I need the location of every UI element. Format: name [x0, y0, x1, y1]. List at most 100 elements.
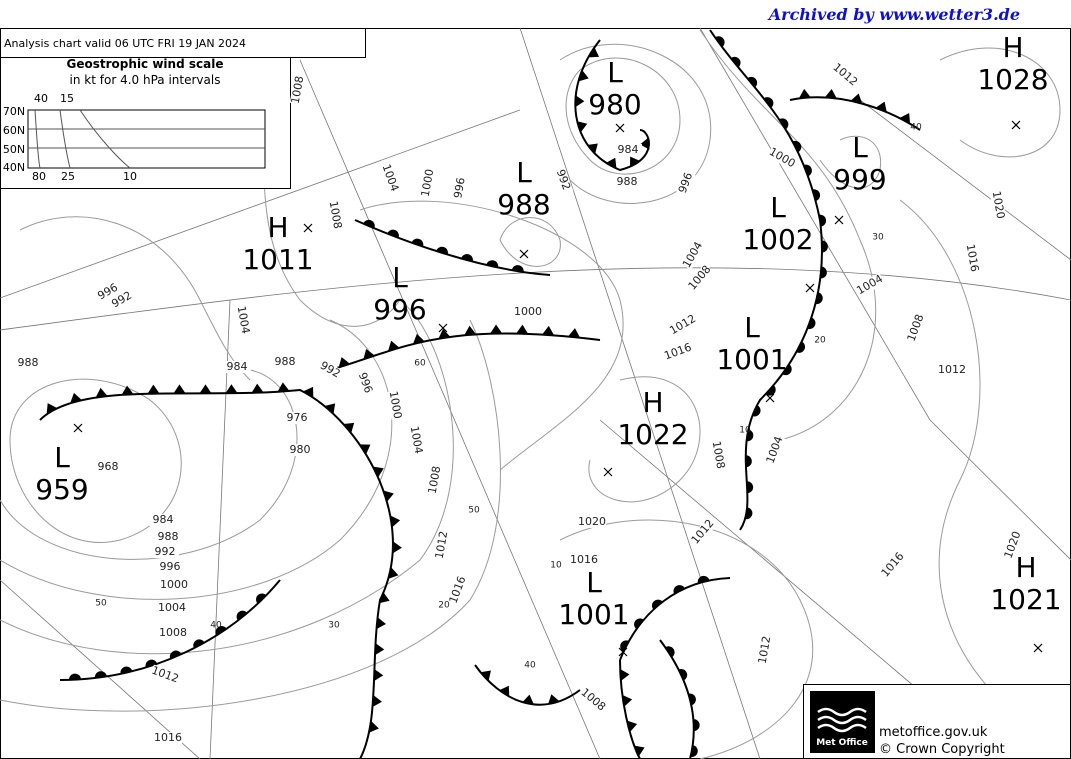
center-pressure: 999 [833, 163, 886, 196]
front-triangle [277, 382, 290, 392]
wind-label: 10 [739, 426, 751, 436]
isobar-label-bg [14, 357, 42, 369]
front-semicircle [411, 238, 424, 247]
front-semicircle [94, 671, 107, 679]
isobar-label: 1016 [964, 243, 982, 273]
wind-label: 40 [524, 661, 536, 671]
isobar-label: 992 [554, 168, 573, 192]
isobar-label-bg [289, 75, 307, 105]
front-triangle [390, 515, 401, 528]
front-semicircle [651, 599, 663, 610]
latitude-label: 60N [3, 124, 25, 137]
isobar-label: 984 [618, 143, 639, 156]
front-triangle [376, 617, 386, 630]
isobar-label: 976 [287, 411, 308, 424]
center-pressure: 1011 [242, 243, 313, 276]
isobar-label-bg [854, 272, 886, 298]
front-semicircle [815, 292, 823, 305]
front-triangle [576, 121, 588, 133]
isobar-label: 1016 [154, 731, 182, 744]
isobar-label-bg [662, 341, 694, 363]
front-semicircle [792, 140, 802, 153]
front-semicircle [673, 585, 685, 594]
center-type: L [392, 261, 408, 294]
isobar-label: 1008 [905, 312, 927, 343]
fronts [39, 29, 921, 759]
front-triangle [147, 384, 160, 394]
front-semicircle [746, 481, 754, 494]
isobar-label-bg [106, 287, 138, 313]
wind-label: 40 [910, 123, 922, 133]
center-pressure: 1001 [558, 598, 629, 631]
isobar-label: 1012 [938, 363, 966, 376]
center-type: L [586, 566, 602, 599]
front-triangle [343, 422, 355, 434]
front-semicircle [763, 97, 774, 108]
front-triangle [363, 348, 375, 360]
front-semicircle [620, 640, 630, 652]
isobar-label-bg [570, 554, 598, 566]
wind-label: 50 [95, 599, 107, 609]
front-triangle [798, 88, 811, 99]
isobar-label: 980 [290, 443, 311, 456]
isobar-label-bg [151, 546, 179, 558]
isobar-label: 1000 [767, 145, 798, 170]
front-triangle [388, 340, 400, 352]
isobar-label-bg [675, 167, 697, 199]
front-semicircle [747, 76, 758, 88]
front-triangle [626, 720, 638, 733]
center-marker [618, 647, 628, 657]
isobar-label: 996 [356, 371, 375, 395]
isobar-label-bg [938, 364, 966, 376]
isobar-label: 988 [18, 356, 39, 369]
isobar-label-bg [158, 602, 186, 614]
isobar-label-bg [447, 574, 469, 606]
isobar-label: 988 [158, 530, 179, 543]
isobar-label-bg [149, 514, 177, 526]
front-semicircle [812, 189, 821, 202]
front-semicircle [436, 246, 448, 255]
front-semicircle [145, 659, 158, 668]
wind-scale-curves [28, 109, 265, 169]
front-triangle [338, 357, 351, 368]
footer: Met Office metoffice.gov.uk © Crown Copy… [803, 684, 1071, 759]
front-triangle [516, 324, 529, 334]
isobar-label-bg [354, 367, 376, 399]
center-type: L [744, 311, 760, 344]
front-triangle [899, 113, 911, 124]
isobar-label: 1016 [447, 574, 469, 605]
front-semicircle [752, 404, 761, 417]
isobar-label-bg [667, 312, 699, 338]
front-triangle [578, 69, 589, 82]
isobar-label-bg [433, 530, 451, 560]
front-triangle [633, 745, 645, 757]
front-triangle [547, 694, 560, 705]
isobars [0, 29, 1061, 759]
front-triangle [620, 669, 630, 681]
center-type: L [770, 191, 786, 224]
wind-scale: Geostrophic wind scale in kt for 4.0 hPa… [0, 57, 291, 189]
wind-label: 10 [550, 561, 562, 571]
isobar-label-bg [764, 434, 786, 466]
center-marker [303, 223, 313, 233]
isobar-label-bg [154, 531, 182, 543]
site-url[interactable]: metoffice.gov.uk [879, 725, 988, 740]
isobar-label-bg [614, 144, 642, 156]
chart-title: Analysis chart valid 06 UTC FRI 19 JAN 2… [4, 37, 246, 50]
isobar-label-bg [154, 732, 182, 744]
front-semicircle [486, 260, 499, 268]
front-triangle [629, 156, 641, 168]
isobar-label: 984 [153, 513, 174, 526]
front-triangle [464, 325, 477, 336]
isobar-label: 996 [160, 560, 181, 573]
center-marker [438, 323, 448, 333]
center-marker [834, 215, 844, 225]
front-triangle [373, 466, 384, 478]
center-marker [519, 249, 529, 259]
wind-label: 40 [210, 621, 222, 631]
isobar-label: 988 [617, 175, 638, 188]
isobar-label-bg [552, 164, 574, 196]
speed-label: 80 [32, 170, 46, 183]
wind-label: 60 [414, 359, 426, 369]
center-marker [765, 393, 775, 403]
